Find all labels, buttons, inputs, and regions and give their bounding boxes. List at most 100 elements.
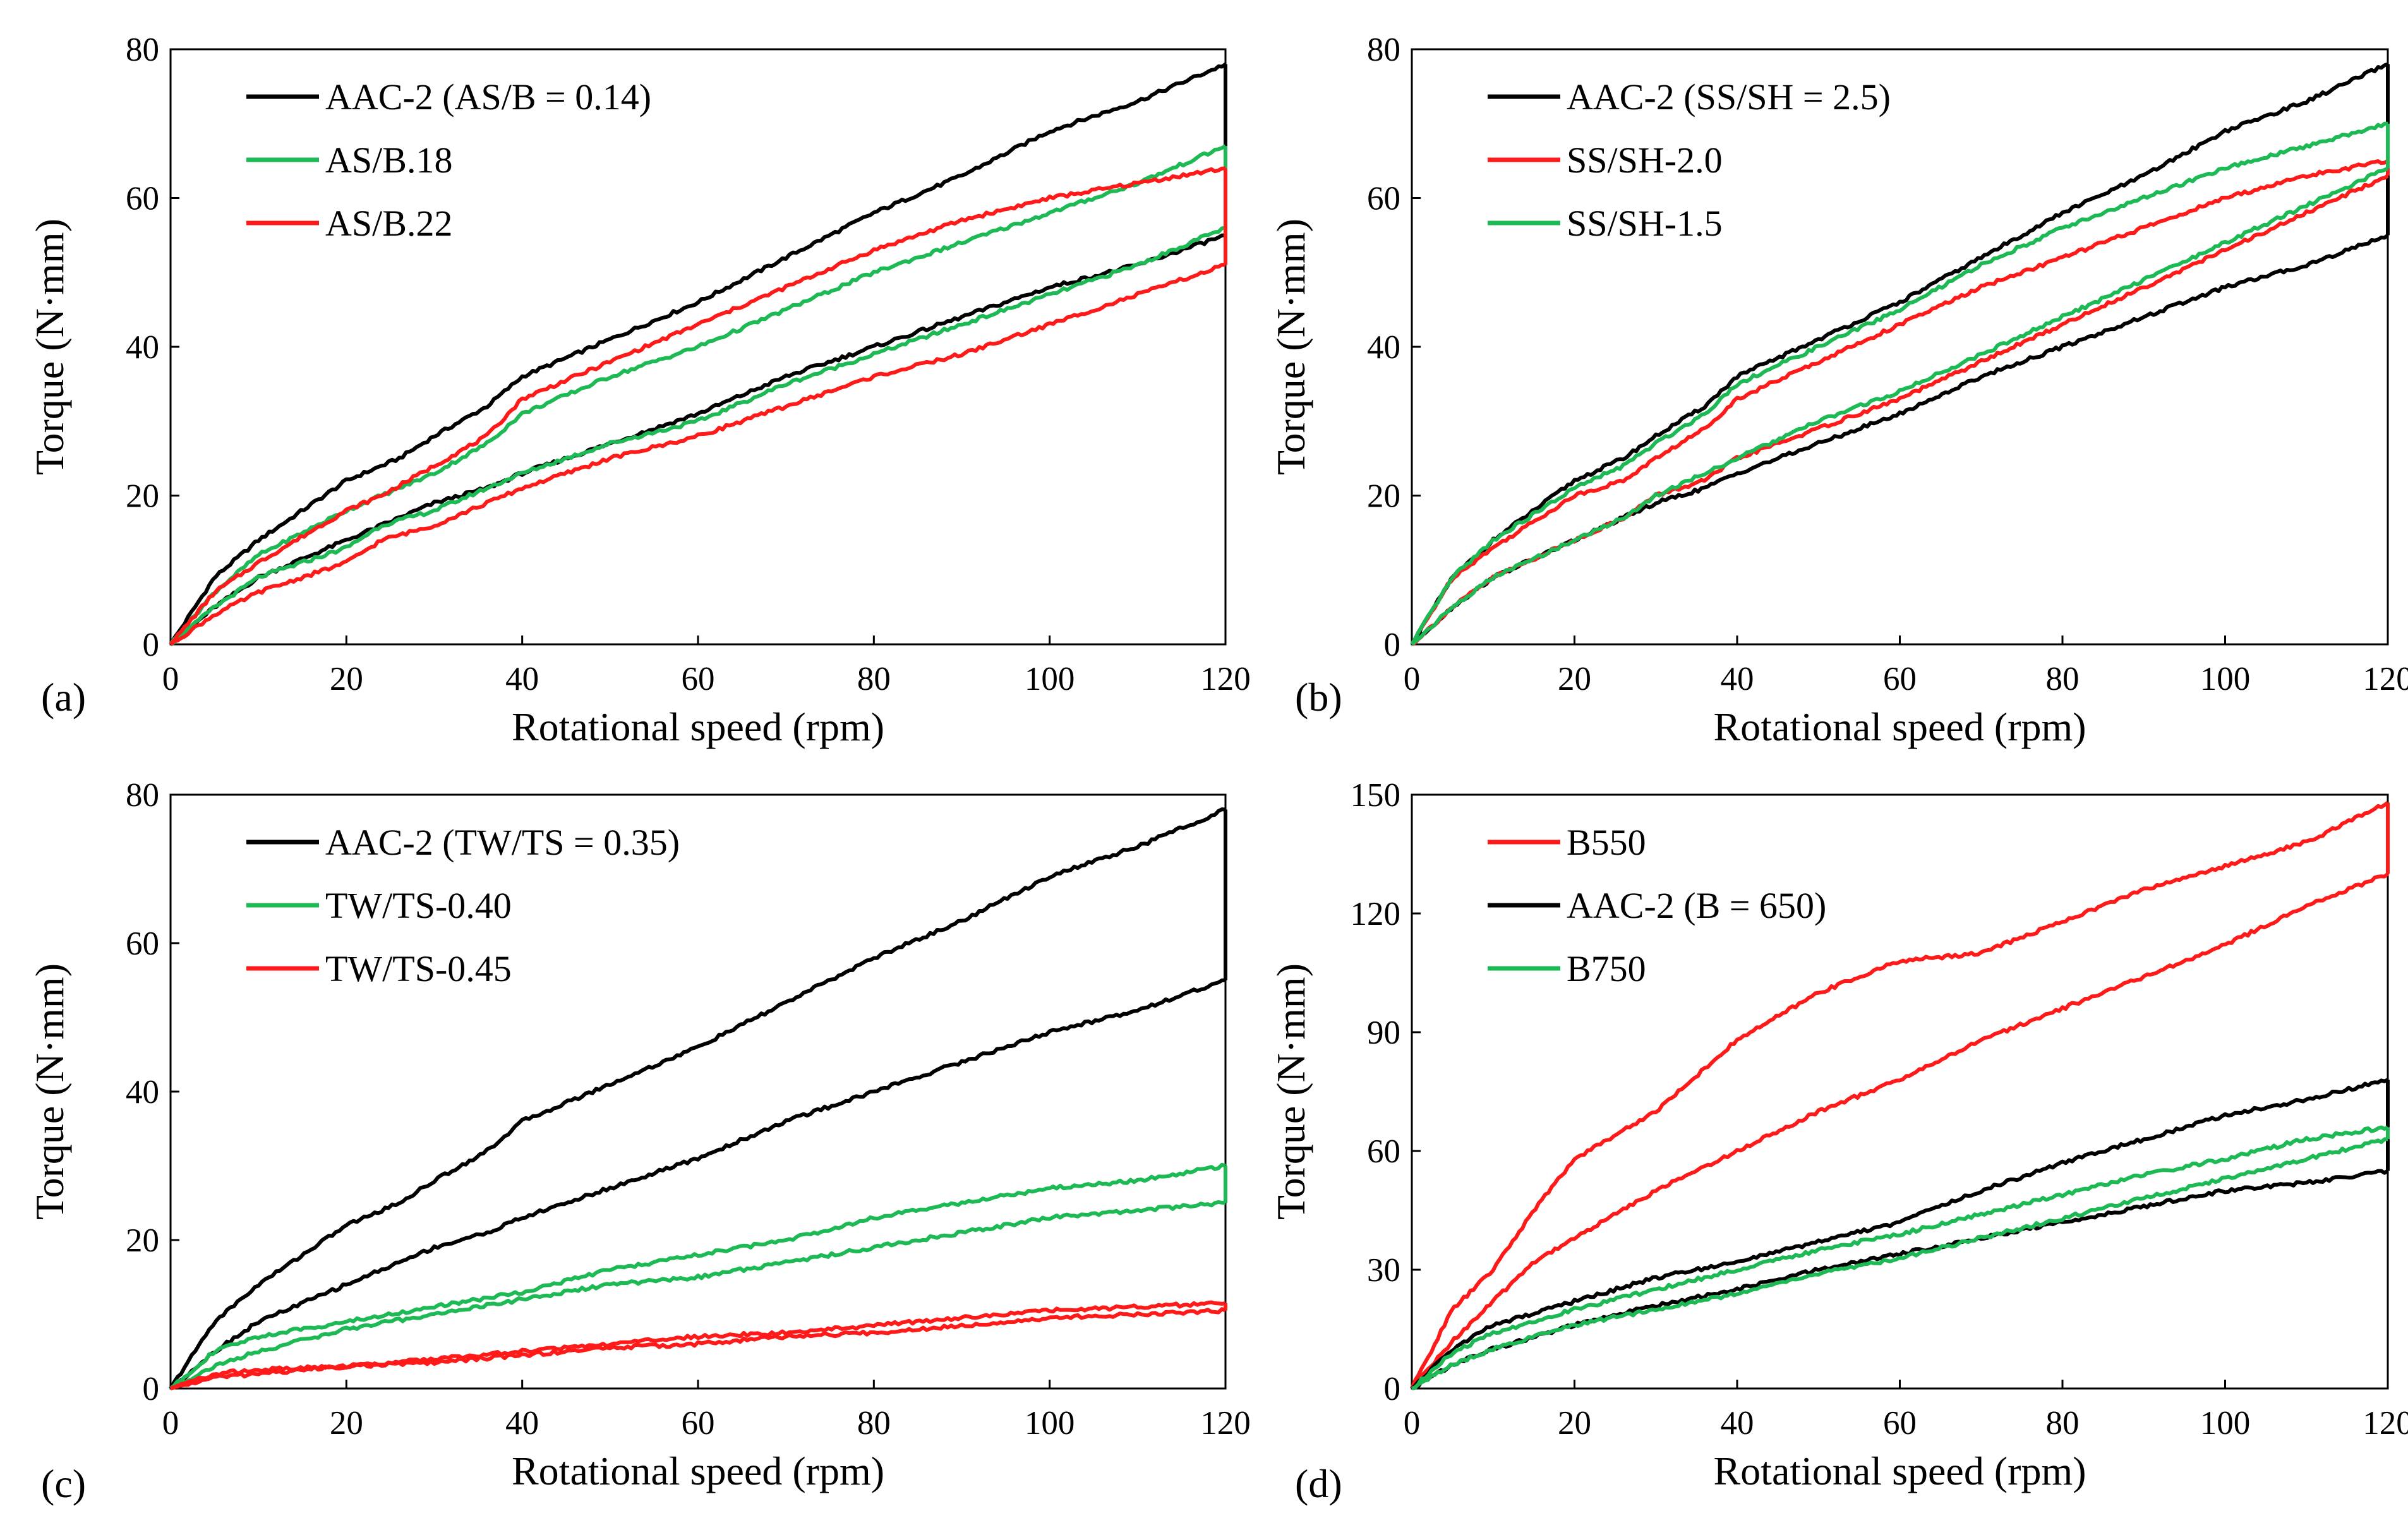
x-tick-label: 20 (330, 1405, 363, 1442)
y-tick-label: 40 (1367, 329, 1400, 366)
x-tick-label: 120 (2363, 661, 2408, 697)
legend: AAC-2 (AS/B = 0.14) AS/B.18 AS/B.22 (246, 76, 651, 244)
legend-label-1: AAC-2 (B = 650) (1567, 885, 1826, 926)
series-line-down-1 (1411, 174, 2389, 646)
x-axis-label: Rotational speed (rpm) (512, 704, 884, 749)
panel-label: (a) (41, 675, 86, 720)
series-line-down-2 (1411, 1137, 2388, 1390)
x-tick-label: 20 (330, 661, 363, 697)
series-line-up-1 (169, 1162, 1226, 1390)
series-line-down-2 (170, 1307, 1227, 1390)
panel-label: (c) (41, 1461, 86, 1506)
legend: B550 AAC-2 (B = 650) B750 (1488, 822, 1826, 989)
legend-label-1: AS/B.18 (325, 140, 452, 181)
x-tick-label: 60 (682, 661, 715, 697)
x-tick-label: 60 (1883, 1405, 1917, 1442)
y-tick-label: 40 (126, 329, 159, 366)
plot-frame (1411, 48, 2389, 646)
legend-label-2: AS/B.22 (325, 203, 452, 244)
legend-label-1: SS/SH-2.0 (1567, 140, 1723, 181)
legend-label-2: TW/TS-0.45 (325, 948, 512, 989)
y-tick-label: 150 (1351, 777, 1401, 814)
x-tick-label: 80 (2046, 661, 2080, 697)
x-tick-label: 40 (1721, 661, 1754, 697)
y-tick-label: 90 (1367, 1015, 1400, 1051)
x-tick-label: 120 (1200, 1405, 1251, 1442)
x-tick-label: 40 (505, 1405, 539, 1442)
series-line-up-1 (1410, 159, 2389, 646)
x-tick-label: 40 (505, 661, 539, 697)
y-tick-label: 40 (126, 1074, 159, 1111)
x-tick-label: 0 (162, 661, 179, 697)
y-tick-label: 60 (126, 181, 159, 217)
y-tick-label: 120 (1351, 896, 1401, 932)
x-tick-label: 40 (1721, 1405, 1754, 1442)
series-1 (1410, 159, 2390, 646)
x-tick-label: 20 (1558, 1405, 1591, 1442)
x-tick-label: 120 (2363, 1405, 2408, 1442)
series-2 (169, 1300, 1227, 1390)
chart-panel-1: 0 20 40 60 80 100 120 0 20 40 60 80 Rotational speed… (1268, 32, 2408, 749)
y-axis-label: Torque (N·mm) (1268, 963, 1313, 1220)
series-line-up-0 (1410, 62, 2388, 646)
series-2 (1410, 121, 2390, 646)
y-tick-label: 80 (1367, 32, 1400, 68)
series-line-up-2 (169, 166, 1226, 646)
y-tick-label: 80 (126, 32, 159, 68)
legend-label-0: AAC-2 (TW/TS = 0.35) (325, 822, 680, 863)
plot-frame (169, 793, 1227, 1390)
x-tick-label: 0 (162, 1405, 179, 1442)
series-line-down-1 (169, 1200, 1226, 1390)
y-tick-label: 60 (126, 925, 159, 962)
series-0 (1410, 62, 2390, 646)
series-line-up-0 (169, 63, 1227, 646)
y-tick-label: 20 (126, 478, 159, 515)
x-axis-label: Rotational speed (rpm) (512, 1449, 884, 1493)
series-2 (1411, 1125, 2390, 1390)
x-axis-label: Rotational speed (rpm) (1713, 1449, 2086, 1493)
series-0 (169, 807, 1227, 1390)
series-line-down-0 (169, 233, 1226, 646)
legend: AAC-2 (TW/TS = 0.35) TW/TS-0.40 TW/TS-0.45 (246, 822, 680, 989)
series-line-down-0 (1410, 872, 2389, 1390)
legend-label-0: B550 (1567, 822, 1646, 863)
x-tick-label: 100 (1025, 661, 1075, 697)
panel-label: (b) (1295, 675, 1342, 720)
series-line-down-1 (1411, 1169, 2389, 1390)
y-tick-label: 0 (1384, 627, 1401, 663)
series-1 (169, 1162, 1227, 1390)
series-line-down-0 (1411, 234, 2389, 646)
legend-label-0: AAC-2 (SS/SH = 2.5) (1567, 76, 1891, 117)
series-0 (1410, 801, 2390, 1390)
x-tick-label: 60 (682, 1405, 715, 1442)
x-tick-label: 100 (2200, 1405, 2251, 1442)
y-axis-label: Torque (N·mm) (27, 963, 72, 1220)
x-tick-label: 20 (1558, 661, 1591, 697)
x-tick-label: 100 (1025, 1405, 1075, 1442)
series-line-up-2 (1411, 1125, 2389, 1390)
x-axis-label: Rotational speed (rpm) (1713, 704, 2086, 749)
series-line-down-2 (1411, 166, 2389, 646)
chart-panel-2: 0 20 40 60 80 100 120 0 20 40 60 80 Rotational speed… (27, 777, 1251, 1506)
y-tick-label: 60 (1367, 181, 1400, 217)
y-tick-label: 20 (1367, 478, 1400, 515)
series-line-down-0 (169, 978, 1226, 1390)
x-tick-label: 60 (1883, 661, 1917, 697)
y-tick-label: 0 (1384, 1371, 1401, 1407)
x-tick-label: 80 (2046, 1405, 2080, 1442)
panel-label: (d) (1295, 1461, 1342, 1506)
x-tick-label: 80 (857, 1405, 891, 1442)
x-tick-label: 120 (1200, 661, 1251, 697)
legend-label-1: TW/TS-0.40 (325, 885, 512, 926)
y-tick-label: 80 (126, 777, 159, 814)
legend-label-2: SS/SH-1.5 (1567, 203, 1723, 244)
y-axis-label: Torque (N·mm) (1268, 219, 1313, 475)
series-line-up-2 (1410, 121, 2388, 646)
plot-frame (1411, 793, 2389, 1390)
x-tick-label: 0 (1404, 661, 1421, 697)
chart-panel-0: 0 20 40 60 80 100 120 0 20 40 60 80 Rotational speed… (27, 32, 1251, 749)
series-line-down-2 (169, 263, 1226, 646)
x-tick-label: 100 (2200, 661, 2251, 697)
legend-label-2: B750 (1567, 948, 1646, 989)
